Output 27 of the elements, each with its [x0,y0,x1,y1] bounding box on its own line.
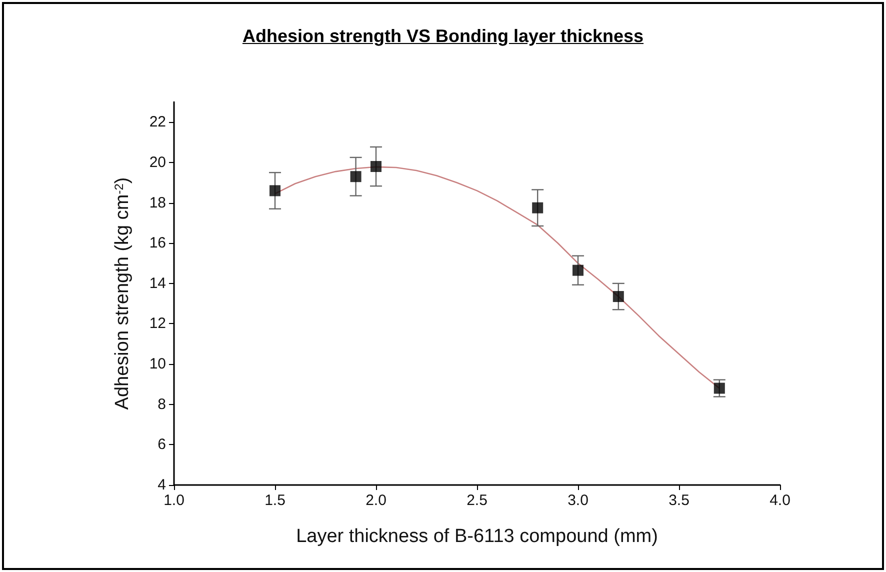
y-tick-label: 10 [149,356,166,373]
y-tick-label: 6 [158,436,166,454]
point [370,161,382,172]
point [350,171,362,182]
x-tick-label: 4.0 [770,492,790,509]
y-tick-label: 20 [149,154,166,171]
y-tick-label: 8 [158,396,166,413]
x-tick-label: 1.5 [264,492,286,509]
point [612,291,624,302]
y-tick-label: 16 [149,234,166,252]
point [270,185,280,196]
y-axis-title: Adhesion strength (kg cm-2) [112,177,133,410]
point [532,202,544,214]
x-tick-label: 3.0 [568,492,588,509]
y-tick-label: 14 [149,274,166,292]
y-tick-label: 4 [158,476,166,494]
point [572,264,584,276]
point [714,382,725,394]
y-tick-label: 22 [149,114,166,131]
chart-title: Adhesion strength VS Bonding layer thickness [242,26,644,46]
x-axis-title: Layer thickness of B-6113 compound (mm) [296,526,658,547]
y-tick-label: 12 [149,315,166,332]
y-tick-label: 18 [149,194,166,212]
x-tick-label: 1.0 [164,492,184,509]
x-tick-label: 3.5 [668,492,690,509]
x-tick-label: 2.5 [466,492,488,509]
x-tick-label: 2.0 [366,492,386,509]
